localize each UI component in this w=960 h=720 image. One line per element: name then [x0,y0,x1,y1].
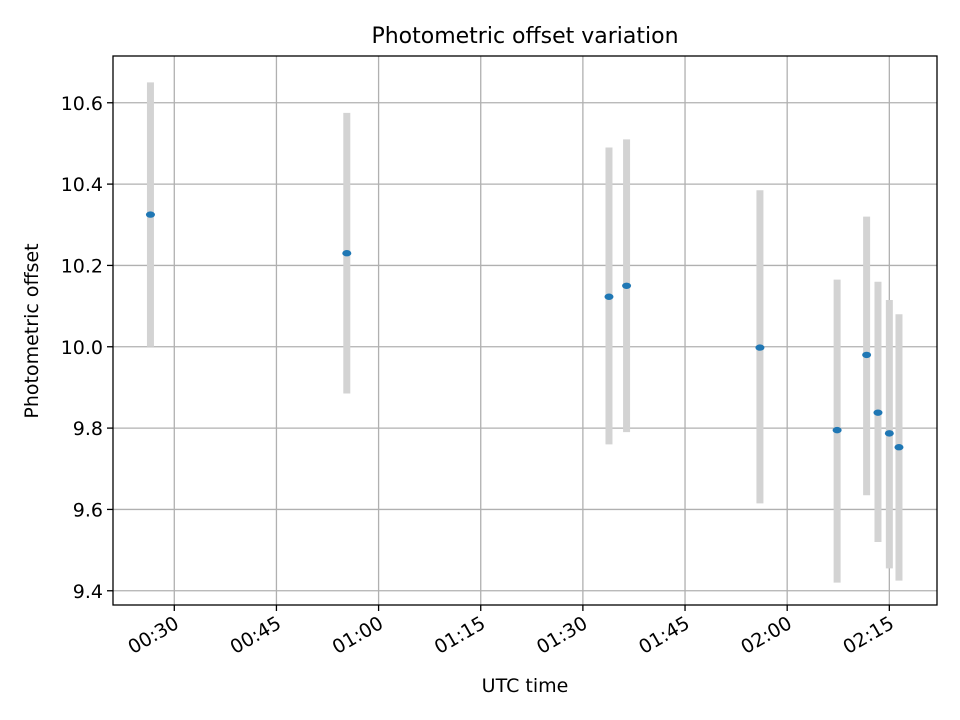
y-tick-label: 10.4 [61,174,103,196]
data-point [832,426,842,434]
chart-title: Photometric offset variation [371,24,678,49]
data-point [622,282,632,289]
data-point [873,409,883,416]
x-tick-label: 00:30 [124,612,182,658]
data-points [145,211,904,451]
data-point [884,430,894,437]
data-point [145,211,155,218]
y-tick-label: 10.2 [61,255,103,277]
y-tick-label: 9.8 [73,418,103,440]
y-tick-label: 9.4 [73,581,103,603]
y-tick-label: 10.0 [61,337,103,359]
x-tick-label: 01:30 [533,612,591,658]
x-tick-label: 00:45 [227,612,285,658]
y-tick-label: 9.6 [73,499,103,521]
x-tick-label: 02:15 [839,612,897,658]
y-axis-ticks: 9.4 9.6 9.8 10.0 10.2 10.4 10.6 [61,93,113,603]
x-tick-label: 01:15 [431,612,489,658]
x-axis-ticks: 00:30 00:45 01:00 01:15 01:30 01:45 02:00 02:15 [124,605,898,659]
x-tick-label: 01:00 [329,612,387,658]
grid [113,56,937,605]
data-point [862,351,872,359]
data-point [894,444,904,451]
data-point [342,250,352,257]
x-axis-label: UTC time [482,675,569,697]
x-tick-label: 01:45 [635,612,693,658]
plot-frame [112,55,938,606]
y-tick-label: 10.6 [61,93,103,115]
data-point [604,293,614,300]
data-point [755,344,765,351]
y-axis-label: Photometric offset [21,243,43,418]
x-tick-label: 02:00 [737,612,795,658]
